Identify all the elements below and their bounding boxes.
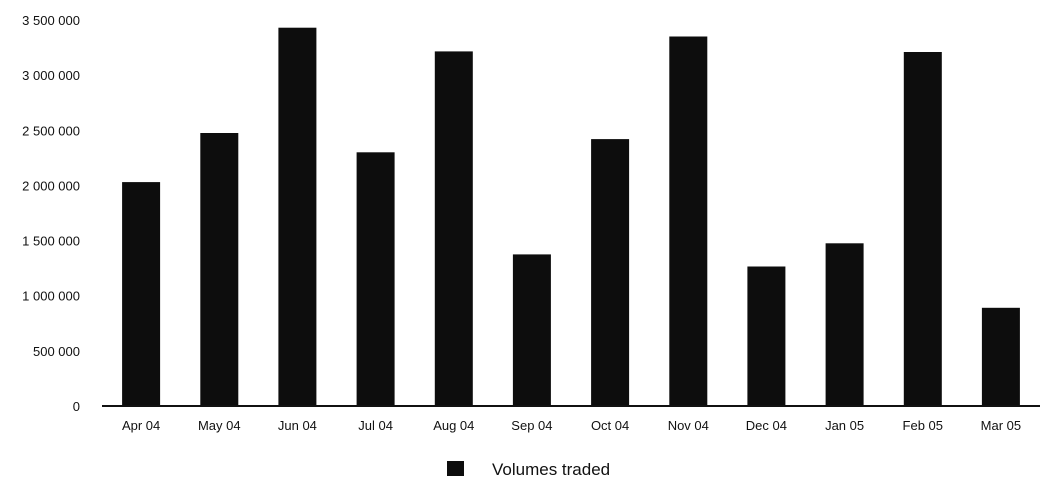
y-tick-label: 3 000 000 (22, 68, 80, 83)
bar (981, 307, 1020, 406)
x-tick-label: Nov 04 (668, 418, 709, 433)
legend-label: Volumes traded (492, 460, 610, 479)
bar (669, 36, 708, 406)
x-tick-label: Oct 04 (591, 418, 629, 433)
bar (747, 266, 786, 406)
x-tick-label: Mar 05 (981, 418, 1021, 433)
bar (356, 152, 395, 406)
x-tick-label: Apr 04 (122, 418, 160, 433)
legend: Volumes traded (447, 460, 610, 479)
bar (278, 27, 317, 406)
y-tick-label: 3 500 000 (22, 13, 80, 28)
x-tick-label: Dec 04 (746, 418, 787, 433)
x-tick-label: Feb 05 (903, 418, 943, 433)
y-axis-tick-labels: 0 500 000 1 000 000 1 500 000 2 000 000 2 500… (22, 13, 80, 414)
bar (434, 51, 473, 407)
x-tick-label: Jul 04 (358, 418, 393, 433)
y-tick-label: 2 000 000 (22, 178, 80, 193)
bar (512, 254, 551, 406)
legend-swatch (447, 461, 464, 476)
bars (122, 27, 1020, 407)
x-tick-label: Jan 05 (825, 418, 864, 433)
bar (903, 52, 942, 406)
y-tick-label: 2 500 000 (22, 123, 80, 138)
x-tick-label: Jun 04 (278, 418, 317, 433)
x-tick-label: Sep 04 (511, 418, 552, 433)
x-tick-label: Aug 04 (433, 418, 474, 433)
bar (825, 243, 864, 406)
y-tick-label: 0 (73, 399, 80, 414)
y-tick-label: 500 000 (33, 344, 80, 359)
bar (200, 133, 239, 406)
x-tick-label: May 04 (198, 418, 241, 433)
y-tick-label: 1 500 000 (22, 234, 80, 249)
bar (591, 139, 630, 406)
x-axis-tick-labels: Apr 04 May 04 Jun 04 Jul 04 Aug 04 Sep 04 Oct … (122, 418, 1021, 433)
bar (122, 182, 161, 406)
y-tick-label: 1 000 000 (22, 289, 80, 304)
